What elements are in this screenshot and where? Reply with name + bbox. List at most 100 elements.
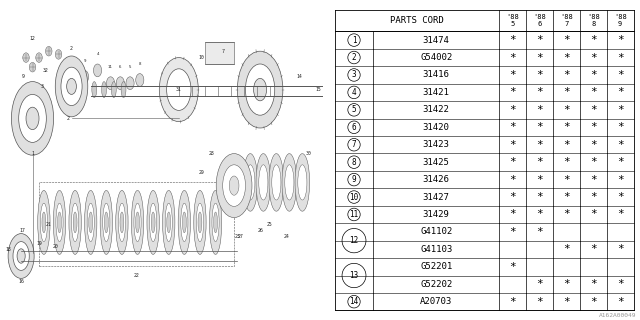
Text: 31421: 31421: [423, 88, 450, 97]
Text: 31429: 31429: [423, 210, 450, 219]
Text: 14: 14: [296, 74, 302, 79]
Text: *: *: [617, 35, 623, 45]
Text: 9: 9: [352, 175, 356, 184]
Text: *: *: [590, 70, 596, 80]
Ellipse shape: [165, 203, 172, 242]
Text: *: *: [509, 87, 516, 97]
Text: *: *: [617, 87, 623, 97]
Ellipse shape: [269, 154, 284, 211]
Text: 3: 3: [41, 84, 44, 89]
Text: 4: 4: [352, 88, 356, 97]
Ellipse shape: [100, 190, 113, 254]
Ellipse shape: [116, 77, 124, 90]
Ellipse shape: [282, 154, 297, 211]
Ellipse shape: [17, 249, 25, 263]
Text: *: *: [590, 175, 596, 185]
Text: *: *: [617, 210, 623, 220]
Ellipse shape: [12, 82, 54, 155]
Text: *: *: [563, 297, 570, 307]
Ellipse shape: [214, 212, 218, 233]
Text: *: *: [536, 122, 543, 132]
Ellipse shape: [298, 165, 307, 200]
Ellipse shape: [61, 67, 82, 106]
Text: *: *: [590, 192, 596, 202]
Text: 5: 5: [352, 105, 356, 114]
Text: *: *: [617, 70, 623, 80]
Text: *: *: [563, 157, 570, 167]
Ellipse shape: [167, 212, 171, 233]
Text: 31416: 31416: [423, 70, 450, 79]
Text: *: *: [509, 157, 516, 167]
Text: *: *: [590, 279, 596, 289]
Ellipse shape: [196, 203, 204, 242]
Text: *: *: [617, 140, 623, 150]
Text: A20703: A20703: [420, 297, 452, 306]
Text: 18: 18: [5, 247, 11, 252]
Text: 10: 10: [198, 55, 204, 60]
Ellipse shape: [73, 212, 77, 233]
Text: *: *: [536, 140, 543, 150]
Text: *: *: [509, 227, 516, 237]
Text: 6: 6: [119, 65, 122, 69]
Text: 31423: 31423: [423, 140, 450, 149]
Text: 22: 22: [134, 273, 140, 278]
Ellipse shape: [209, 190, 221, 254]
Text: *: *: [509, 140, 516, 150]
Text: *: *: [590, 35, 596, 45]
Text: 15: 15: [316, 87, 321, 92]
Ellipse shape: [38, 190, 50, 254]
Text: *: *: [536, 35, 543, 45]
Text: 10: 10: [349, 193, 358, 202]
Text: *: *: [536, 87, 543, 97]
Text: *: *: [509, 105, 516, 115]
Text: 12: 12: [29, 36, 35, 41]
Text: 31422: 31422: [423, 105, 450, 114]
Text: 2: 2: [352, 53, 356, 62]
Text: 31427: 31427: [423, 193, 450, 202]
Text: *: *: [563, 122, 570, 132]
Ellipse shape: [89, 212, 93, 233]
Text: 21: 21: [46, 221, 52, 227]
Text: *: *: [563, 175, 570, 185]
Ellipse shape: [55, 50, 62, 59]
Ellipse shape: [198, 212, 202, 233]
Text: *: *: [590, 105, 596, 115]
Bar: [39, 182, 234, 266]
Ellipse shape: [151, 212, 155, 233]
Text: G41102: G41102: [420, 228, 452, 236]
Text: *: *: [590, 244, 596, 254]
Ellipse shape: [285, 165, 294, 200]
Text: *: *: [536, 297, 543, 307]
Text: 29: 29: [198, 170, 204, 175]
Text: 11: 11: [108, 65, 113, 69]
Ellipse shape: [223, 165, 246, 206]
Text: *: *: [617, 122, 623, 132]
Ellipse shape: [36, 53, 42, 62]
Text: 23: 23: [234, 234, 240, 239]
Ellipse shape: [111, 82, 116, 98]
Text: 19: 19: [36, 241, 42, 246]
Text: *: *: [563, 244, 570, 254]
Text: 6: 6: [352, 123, 356, 132]
Ellipse shape: [29, 62, 36, 72]
Text: G41103: G41103: [420, 245, 452, 254]
Ellipse shape: [42, 212, 46, 233]
Text: 4: 4: [96, 52, 99, 56]
Text: *: *: [617, 157, 623, 167]
Ellipse shape: [102, 82, 106, 98]
Text: 8: 8: [138, 62, 141, 66]
Ellipse shape: [116, 190, 128, 254]
Text: 9: 9: [83, 59, 86, 63]
Ellipse shape: [103, 203, 110, 242]
Text: 12: 12: [349, 236, 358, 245]
Text: *: *: [536, 279, 543, 289]
Ellipse shape: [58, 212, 61, 233]
Text: 2: 2: [67, 116, 70, 121]
Ellipse shape: [259, 165, 268, 200]
Ellipse shape: [246, 64, 275, 115]
Ellipse shape: [45, 46, 52, 56]
Text: G52202: G52202: [420, 280, 452, 289]
Ellipse shape: [216, 154, 252, 218]
Ellipse shape: [93, 64, 102, 77]
Ellipse shape: [295, 154, 310, 211]
